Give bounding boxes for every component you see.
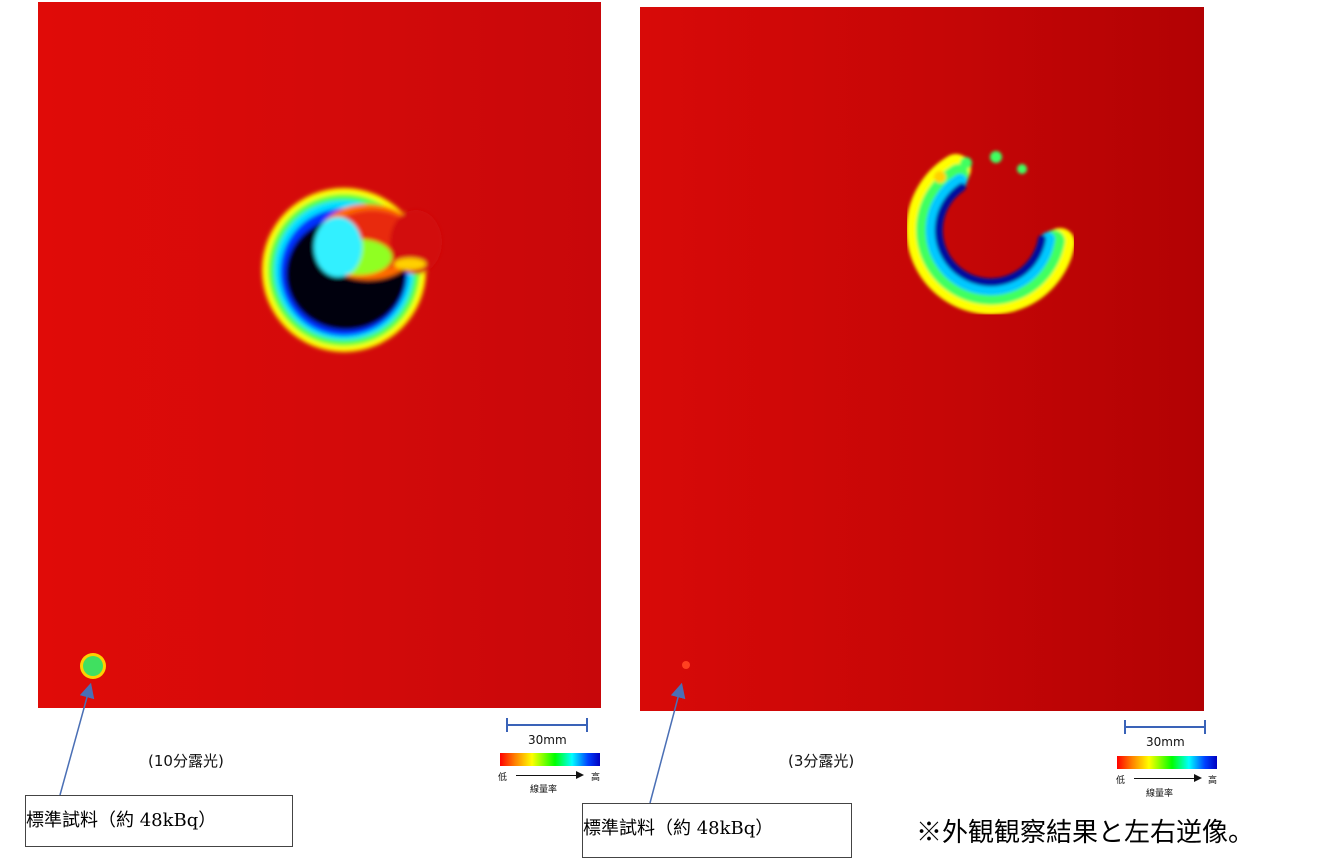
- left-colorbar-low: 低: [498, 773, 508, 783]
- left-scale-bar: [506, 718, 588, 732]
- left-scale-label: 30mm: [528, 733, 567, 747]
- left-exposure-label: (10分露光): [148, 752, 224, 770]
- right-scale-bar: [1124, 720, 1206, 734]
- left-hotspot-image: [80, 188, 442, 679]
- right-colorbar: [1117, 756, 1217, 769]
- mirror-image-note: ※外観観察結果と左右逆像。: [916, 818, 1255, 848]
- left-contamination-spot: [262, 188, 442, 352]
- left-colorbar: [500, 753, 600, 766]
- right-colorbar-caption: 線量率: [1146, 789, 1174, 799]
- left-colorbar-arrow: [516, 771, 584, 779]
- right-colorbar-low: 低: [1116, 776, 1126, 786]
- right-scale-label: 30mm: [1146, 735, 1185, 749]
- right-callout-text: 標準試料（約 48kBq）: [583, 818, 774, 839]
- right-callout-arrow: [649, 682, 686, 804]
- left-autoradiograph: [38, 2, 601, 708]
- left-standard-sample-spot: [80, 653, 106, 679]
- left-callout-arrow: [59, 682, 95, 796]
- right-colorbar-high: 高: [1208, 776, 1218, 786]
- right-standard-sample-spot: [682, 661, 690, 669]
- left-colorbar-high: 高: [591, 773, 601, 783]
- right-exposure-label: (3分露光): [788, 752, 855, 770]
- left-callout-text: 標準試料（約 48kBq）: [26, 810, 217, 831]
- right-contamination-spot: [906, 151, 1075, 315]
- right-autoradiograph: [640, 7, 1204, 711]
- left-colorbar-caption: 線量率: [530, 785, 558, 795]
- right-standard-sample-callout: 標準試料（約 48kBq）: [582, 803, 852, 858]
- right-colorbar-arrow: [1134, 774, 1202, 782]
- left-standard-sample-callout: 標準試料（約 48kBq）: [25, 795, 293, 847]
- right-hotspot-image: [682, 151, 1075, 669]
